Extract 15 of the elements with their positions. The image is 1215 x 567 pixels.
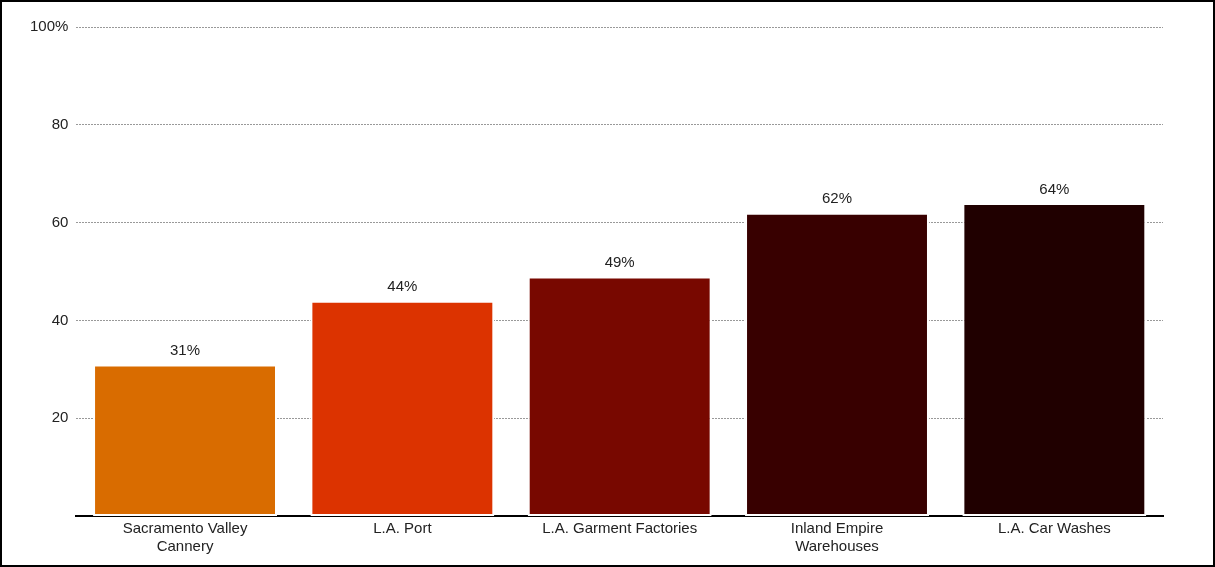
x-tick-label: Sacramento Valley Cannery [122, 519, 248, 555]
x-tick-label: L.A. Port [373, 519, 433, 537]
data-label: 44% [387, 277, 418, 295]
y-tick-label: 40 [51, 310, 69, 328]
x-tick-label: L.A. Car Washes [997, 519, 1111, 537]
y-tick-label: 20 [51, 408, 69, 426]
data-label: 64% [1039, 179, 1070, 197]
x-tick-label: Inland Empire Warehouses [790, 519, 884, 555]
y-tick-label: 60 [51, 212, 69, 230]
data-label: 62% [821, 189, 853, 207]
data-label: 31% [170, 341, 201, 359]
y-tick-label: 100% [29, 17, 69, 35]
data-label: 49% [604, 253, 635, 271]
y-tick-label: 80 [51, 114, 69, 132]
x-tick-label: L.A. Garment Factories [542, 519, 698, 537]
